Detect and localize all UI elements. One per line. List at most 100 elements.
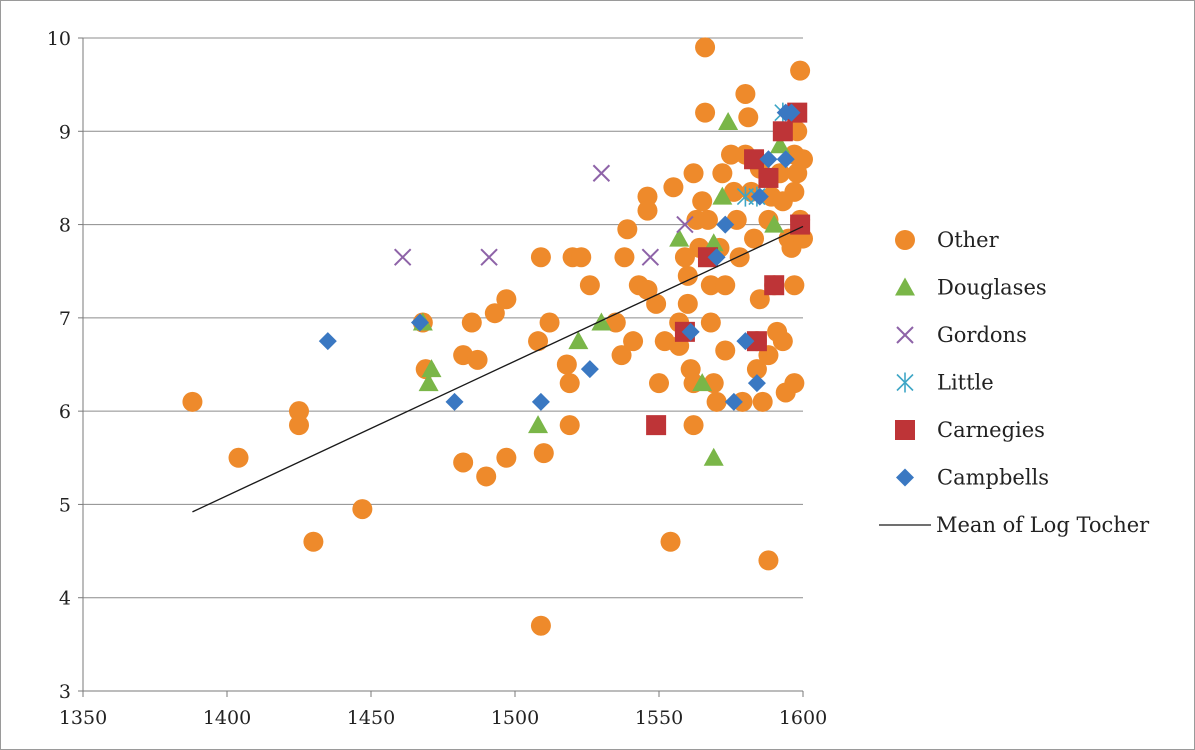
y-tick-label: 3 (59, 681, 71, 703)
legend-swatch-douglases (895, 277, 915, 296)
point-gordons (676, 215, 694, 234)
point-other (695, 102, 716, 123)
point-other (744, 228, 765, 249)
point-other (697, 209, 718, 230)
point-douglases (769, 135, 790, 154)
point-other (182, 391, 203, 412)
legend-label-douglases: Douglases (937, 276, 1047, 300)
point-douglases (568, 331, 589, 350)
point-other (637, 186, 658, 207)
point-campbells (716, 215, 735, 234)
point-other (496, 447, 517, 468)
point-carnegies (646, 415, 667, 436)
point-gordons (393, 248, 412, 266)
legend-label-little: Little (937, 371, 994, 395)
point-other (579, 275, 600, 296)
point-carnegies (772, 121, 793, 142)
point-other (605, 312, 626, 333)
point-other (533, 443, 554, 464)
point-douglases (764, 214, 785, 233)
x-tick-label: 1550 (635, 707, 683, 729)
point-other (784, 275, 805, 296)
point-gordons (641, 248, 660, 266)
x-tick-label: 1400 (203, 707, 251, 729)
point-other (752, 391, 773, 412)
point-other (614, 247, 635, 268)
point-campbells (747, 374, 766, 393)
point-other (695, 37, 716, 58)
point-douglases (418, 373, 439, 392)
legend-label-mean-of-log-tocher: Mean of Log Tocher (936, 513, 1150, 537)
point-other (623, 331, 644, 352)
point-douglases (703, 447, 724, 466)
legend-swatch-other (895, 230, 915, 250)
point-other (729, 247, 750, 268)
point-other (723, 181, 744, 202)
point-other (559, 415, 580, 436)
point-other (790, 60, 811, 81)
point-campbells (724, 392, 743, 411)
point-other (637, 200, 658, 221)
point-other (712, 163, 733, 184)
point-other (772, 331, 793, 352)
point-other (738, 107, 759, 128)
point-gordons (592, 164, 611, 182)
point-carnegies (746, 331, 767, 352)
point-other (556, 354, 577, 375)
point-other (530, 247, 551, 268)
point-campbells (318, 332, 337, 351)
point-other (700, 312, 721, 333)
point-campbells (707, 248, 726, 267)
point-other (784, 181, 805, 202)
point-campbells (782, 103, 801, 122)
legend: Other Douglases Gordons Little Carnegies Camp… (879, 228, 1150, 537)
axes (78, 37, 804, 697)
point-campbells (580, 360, 599, 379)
data-marks (182, 37, 813, 636)
x-tick-labels: 1350 1400 1450 1500 1550 1600 (59, 707, 827, 729)
point-other (476, 466, 497, 487)
legend-label-other: Other (937, 228, 1000, 252)
point-douglases (692, 373, 713, 392)
legend-swatch-gordons (896, 326, 914, 344)
y-tick-label: 6 (59, 401, 71, 423)
point-other (663, 177, 684, 198)
point-douglases (591, 312, 612, 331)
point-other (721, 144, 741, 165)
point-other (467, 349, 488, 370)
point-campbells (445, 392, 464, 411)
point-campbells (736, 332, 755, 351)
point-other (649, 373, 669, 394)
point-other (784, 373, 805, 394)
point-campbells (410, 313, 429, 332)
point-campbells (681, 322, 700, 341)
point-gordons (480, 248, 498, 266)
point-other (683, 163, 704, 184)
point-douglases (669, 228, 690, 247)
y-tick-label: 5 (59, 494, 71, 516)
point-other (530, 615, 551, 636)
x-tick-label: 1450 (347, 707, 395, 729)
point-other (646, 293, 667, 314)
point-other (660, 531, 681, 552)
x-tick-label: 1600 (779, 707, 827, 729)
point-other (677, 293, 698, 314)
point-other (706, 391, 727, 412)
point-campbells (759, 150, 778, 169)
legend-label-carnegies: Carnegies (937, 418, 1045, 442)
x-tick-label: 1500 (491, 707, 539, 729)
y-tick-label: 10 (47, 28, 71, 50)
point-other (528, 331, 549, 352)
point-other (461, 312, 482, 333)
point-other (758, 550, 779, 571)
legend-swatch-little (896, 372, 914, 393)
point-other (484, 303, 505, 324)
point-other (692, 191, 713, 212)
point-other (453, 452, 474, 473)
point-douglases (712, 186, 733, 205)
legend-label-campbells: Campbells (937, 466, 1049, 490)
y-tick-label: 4 (59, 588, 71, 610)
point-other (746, 359, 767, 380)
y-tick-label: 7 (59, 308, 71, 330)
